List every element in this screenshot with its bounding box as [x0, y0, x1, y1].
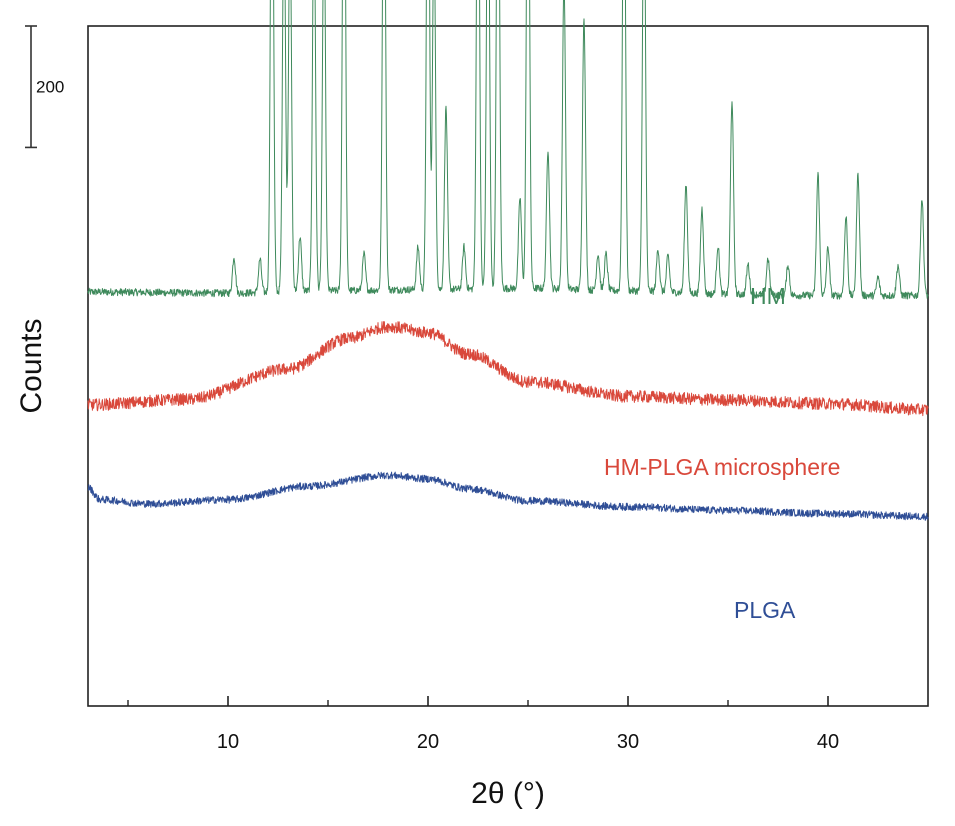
x-axis-title: 2θ (°) — [471, 777, 545, 810]
series-label-hm: HM — [750, 283, 786, 309]
series-layer — [87, 0, 929, 521]
plot-area: 10 20 30 40 — [87, 0, 929, 753]
series-label-hm-plga-microsphere: HM-PLGA microsphere — [604, 454, 840, 480]
x-tick-label: 10 — [217, 731, 239, 753]
plot-frame — [87, 25, 929, 707]
series-line-hm-plga-microsphere — [87, 321, 929, 417]
x-tick-label: 20 — [417, 731, 439, 753]
scale-bar-label: 200 — [36, 78, 64, 97]
x-tick-label: 30 — [617, 731, 639, 753]
x-tick-label: 40 — [817, 731, 839, 753]
x-axis-ticks: 10 20 30 40 — [127, 696, 839, 753]
y-axis-title: Counts — [15, 318, 48, 413]
series-label-plga: PLGA — [734, 597, 796, 623]
intensity-scale-bar: 200 — [25, 25, 64, 149]
series-line-plga — [87, 471, 929, 521]
series-line-hm — [87, 0, 929, 300]
